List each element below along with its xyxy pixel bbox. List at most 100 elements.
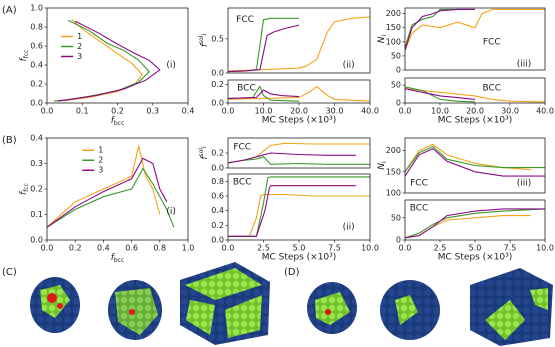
- x-tick-label: 0.4: [182, 107, 195, 116]
- label-main: f: [111, 253, 116, 263]
- x-tick-label: 20.0: [290, 107, 308, 116]
- annotation: (iii): [517, 179, 532, 189]
- label-main: N: [377, 36, 387, 43]
- panel-label: (C): [2, 267, 17, 278]
- y-tick-label: 200: [386, 146, 401, 155]
- x-axis-label: MC Steps (×10³): [438, 253, 513, 263]
- label-main: f: [19, 56, 29, 61]
- annotation: (ii): [343, 61, 355, 71]
- y-tick-label: 0.0: [211, 99, 224, 108]
- series-line: [228, 152, 356, 164]
- annotation: (iii): [517, 59, 532, 69]
- y-tick-label: 0.2: [30, 80, 43, 89]
- label-sub: bcc: [114, 120, 124, 127]
- annotation: BCC: [410, 204, 429, 214]
- y-axis-label: fsoli: [198, 146, 210, 160]
- y-tick-label: 50: [391, 51, 401, 60]
- label-sub: i: [201, 34, 208, 36]
- x-tick-label: 40.0: [536, 107, 554, 116]
- annotation: FCC: [483, 38, 501, 48]
- series-line: [228, 176, 370, 237]
- y-tick-label: 0: [396, 236, 401, 245]
- label-main: f: [19, 190, 29, 195]
- annotation: BCC: [237, 84, 256, 94]
- x-tick-label: 0.0: [399, 107, 412, 116]
- series-line: [228, 85, 370, 102]
- y-tick-label: 150: [386, 167, 401, 176]
- y-tick-label: 0.5: [211, 34, 224, 43]
- annotation: BCC: [483, 84, 502, 94]
- annotation: (ii): [343, 222, 355, 232]
- series-line: [405, 88, 545, 103]
- y-tick-label: 0.3: [30, 159, 43, 168]
- y-axis-label: ffcc: [19, 183, 30, 195]
- x-tick-label: 0.0: [222, 107, 235, 116]
- y-tick-label: 0.8: [30, 23, 43, 32]
- y-tick-label: 0.0: [30, 99, 43, 108]
- axes-frame: [46, 7, 189, 104]
- label-sub: bcc: [114, 257, 124, 264]
- axes-frame: [46, 137, 189, 241]
- y-tick-label: 0.4: [211, 206, 224, 215]
- x-tick-label: 0.6: [125, 244, 138, 253]
- annotation: (i): [166, 61, 176, 71]
- series-line: [228, 156, 370, 165]
- x-tick-label: 0.1: [76, 107, 89, 116]
- series-line: [405, 208, 545, 239]
- x-tick-label: 1.0: [182, 244, 195, 253]
- series-line: [47, 157, 168, 228]
- x-tick-label: 0.2: [69, 244, 82, 253]
- y-tick-label: 150: [386, 23, 401, 32]
- y-tick-label: 50: [391, 213, 401, 222]
- y-tick-label: 0.0: [211, 164, 224, 173]
- label-sub: fcc: [23, 50, 30, 59]
- y-tick-label: 0.2: [211, 80, 224, 89]
- x-tick-label: 10.0: [431, 107, 449, 116]
- series-line: [57, 20, 161, 102]
- y-axis-label: Ni: [377, 34, 388, 43]
- x-tick-label: 7.5: [328, 244, 341, 253]
- y-tick-label: 0.2: [211, 149, 224, 158]
- annotation: FCC: [236, 15, 254, 25]
- rendering-c: [30, 262, 270, 345]
- y-tick-label: 50: [391, 81, 401, 90]
- y-tick-label: 0.0: [211, 69, 224, 78]
- series-line: [405, 8, 475, 48]
- y-tick-label: 0.6: [30, 42, 43, 51]
- annotation: FCC: [410, 179, 428, 189]
- series-line: [405, 86, 476, 103]
- series-line: [405, 145, 545, 173]
- x-tick-label: 10.0: [255, 107, 273, 116]
- y-tick-label: 0: [396, 99, 401, 108]
- series-line: [228, 17, 299, 73]
- x-tick-label: 30.0: [501, 107, 519, 116]
- x-axis-label: MC Steps (×10³): [262, 253, 337, 263]
- label-main: f: [111, 116, 116, 126]
- series-line: [57, 18, 143, 102]
- x-tick-label: 30.0: [326, 107, 344, 116]
- y-axis-label: Ni: [377, 161, 388, 170]
- legend-label: 3: [98, 166, 103, 175]
- x-tick-label: 40.0: [361, 107, 379, 116]
- annotation: (i): [166, 207, 176, 217]
- x-tick-label: 0.2: [111, 107, 124, 116]
- label-sup: sol: [198, 148, 205, 157]
- y-tick-label: 1.0: [30, 4, 43, 13]
- label-sup: sol: [198, 35, 205, 44]
- panel-label: (B): [2, 135, 17, 146]
- rendering-d: [307, 268, 553, 346]
- series-line: [228, 193, 370, 237]
- label-main: N: [377, 163, 387, 170]
- y-tick-label: 0.6: [211, 192, 224, 201]
- x-tick-label: 5.0: [293, 244, 306, 253]
- series-line: [405, 147, 545, 177]
- label-sub: i: [201, 146, 208, 148]
- label-sub: i: [381, 161, 388, 163]
- y-tick-label: 200: [386, 9, 401, 18]
- series-line: [228, 185, 356, 237]
- y-tick-label: 0.1: [30, 210, 43, 219]
- x-tick-label: 0.0: [41, 107, 54, 116]
- legend-label: 1: [98, 146, 103, 155]
- legend-label: 1: [77, 32, 82, 41]
